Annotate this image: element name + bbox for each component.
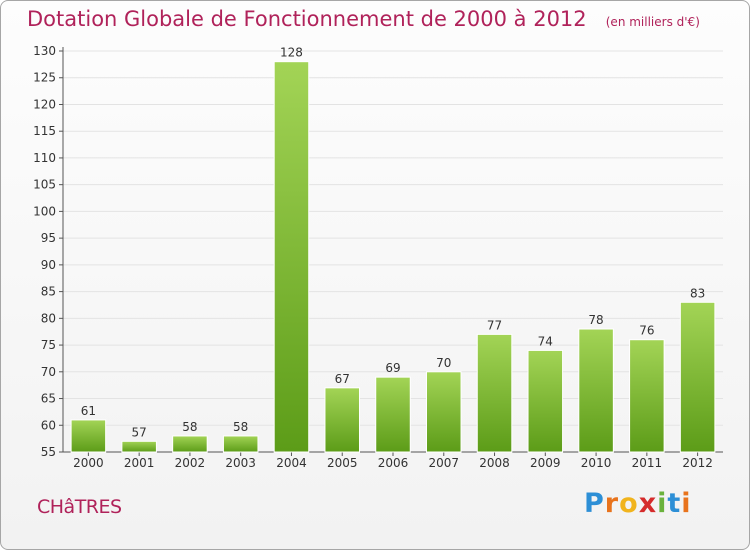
labels: 61 2000 57 2001 58 2002 58 2003 128 2004 67 2005 69 2… — [73, 46, 713, 470]
bar-2006 — [375, 376, 411, 453]
bar-2004 — [273, 61, 310, 453]
y-tick-label: 95 — [41, 231, 56, 245]
x-tick-label: 2001 — [124, 456, 155, 470]
y-tick-label: 110 — [33, 151, 56, 165]
y-tick-label: 60 — [41, 418, 56, 432]
data-label: 69 — [385, 361, 400, 375]
data-label: 83 — [690, 286, 705, 300]
x-tick-label: 2005 — [327, 456, 358, 470]
x-tick-label: 2009 — [530, 456, 561, 470]
x-tick-label: 2008 — [479, 456, 510, 470]
data-label: 76 — [639, 324, 654, 338]
data-label: 70 — [436, 356, 451, 370]
bar-2000 — [70, 419, 107, 453]
y-tick-label: 85 — [41, 285, 56, 299]
y-tick-label: 115 — [33, 124, 56, 138]
chart-title: Dotation Globale de Fonctionnement de 20… — [27, 7, 587, 31]
proxiti-logo[interactable]: Proxiti — [584, 488, 692, 519]
y-tick-label: 90 — [41, 258, 56, 272]
x-tick-label: 2010 — [581, 456, 612, 470]
bar-2003 — [222, 435, 259, 453]
x-tick-label: 2004 — [276, 456, 307, 470]
bar-2001 — [121, 440, 157, 453]
data-label: 58 — [233, 420, 248, 434]
y-tick-label: 70 — [41, 365, 56, 379]
y-tick-label: 125 — [33, 71, 56, 85]
x-tick-label: 2007 — [428, 456, 459, 470]
y-tick-label: 80 — [41, 311, 56, 325]
data-label: 58 — [182, 420, 197, 434]
y-tick-label: 75 — [41, 338, 56, 352]
bar-2008 — [476, 333, 513, 453]
chart-subtitle: (en milliers d'€) — [605, 15, 700, 29]
x-tick-label: 2003 — [225, 456, 256, 470]
data-label: 61 — [81, 404, 96, 418]
bar-2005 — [324, 387, 360, 453]
bar-2002 — [172, 435, 208, 453]
bars — [70, 61, 716, 453]
x-tick-label: 2012 — [682, 456, 713, 470]
data-label: 128 — [280, 46, 303, 60]
x-tick-label: 2000 — [73, 456, 104, 470]
x-tick-label: 2006 — [378, 456, 409, 470]
bar-2012 — [679, 301, 716, 453]
data-label: 78 — [588, 313, 603, 327]
place-name: CHâTRES — [37, 496, 122, 518]
data-label: 57 — [132, 425, 147, 439]
y-tick-label: 120 — [33, 97, 56, 111]
data-label: 74 — [538, 334, 553, 348]
bar-2011 — [629, 339, 665, 453]
data-label: 77 — [487, 318, 502, 332]
x-tick-label: 2002 — [175, 456, 206, 470]
bar-2009 — [527, 349, 564, 453]
y-tick-label: 105 — [33, 178, 56, 192]
bar-2007 — [426, 371, 462, 453]
data-label: 67 — [335, 372, 350, 386]
y-tick-label: 65 — [41, 392, 56, 406]
y-tick-label: 130 — [33, 44, 56, 58]
y-tick-label: 55 — [41, 445, 56, 459]
y-tick-label: 100 — [33, 204, 56, 218]
x-tick-label: 2011 — [632, 456, 663, 470]
title-line: Dotation Globale de Fonctionnement de 20… — [27, 7, 700, 31]
bar-2010 — [578, 328, 614, 453]
